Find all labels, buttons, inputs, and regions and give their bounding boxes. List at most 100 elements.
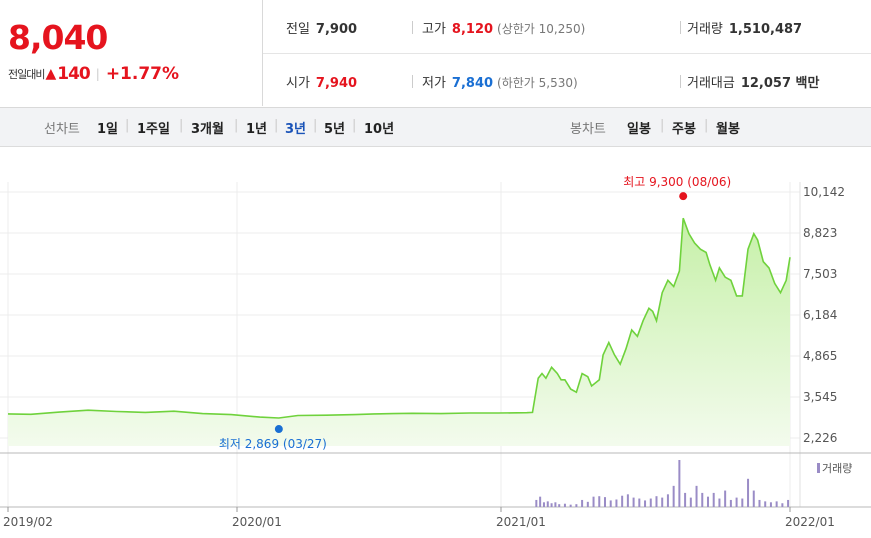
volume-legend-swatch bbox=[817, 463, 820, 473]
volume-bar bbox=[542, 502, 545, 507]
price-box: 8,040 전일대비 ▲ 140 | +1.77% bbox=[0, 0, 263, 106]
high-value: 8,120 bbox=[451, 22, 494, 37]
volume-bar bbox=[672, 485, 675, 507]
prev-close-value: 7,900 bbox=[315, 22, 358, 37]
trade-amount: 거래대금 12,057 백만 bbox=[687, 72, 819, 91]
amount-value: 12,057 백만 bbox=[740, 76, 820, 91]
volume-bar bbox=[539, 496, 542, 507]
volume-bar bbox=[735, 497, 738, 507]
candle-monthly[interactable]: 월봉 bbox=[716, 122, 740, 137]
high-price: 고가 8,120 (상한가 10,250) bbox=[422, 18, 585, 37]
divider bbox=[680, 75, 681, 88]
volume-bar bbox=[724, 490, 727, 507]
volume-bar bbox=[581, 499, 584, 507]
open-label: 시가 bbox=[286, 76, 310, 91]
volume-bar bbox=[626, 494, 629, 507]
volume-bar bbox=[558, 504, 561, 507]
candle-daily[interactable]: 일봉 bbox=[627, 122, 651, 137]
line-chart-label: 선차트 bbox=[44, 122, 80, 137]
y-tick-label: 10,142 bbox=[803, 185, 845, 199]
volume-bar bbox=[689, 497, 692, 507]
volume: 거래량 1,510,487 bbox=[687, 18, 802, 37]
open-price: 시가 7,940 bbox=[286, 72, 357, 91]
volume-bar bbox=[684, 492, 687, 507]
period-3m[interactable]: 3개월 bbox=[191, 122, 224, 137]
volume-bar bbox=[586, 501, 589, 507]
x-tick-label: 2021/01 bbox=[496, 515, 546, 529]
y-tick-label: 2,226 bbox=[803, 431, 837, 445]
volume-bar bbox=[569, 504, 572, 507]
min-point bbox=[274, 425, 283, 434]
current-price: 8,040 bbox=[8, 18, 108, 57]
volume-bar bbox=[598, 496, 601, 507]
volume-bar bbox=[563, 503, 566, 507]
volume-bar bbox=[695, 485, 698, 507]
amount-label: 거래대금 bbox=[687, 76, 735, 91]
volume-bar bbox=[729, 499, 732, 507]
divider: | bbox=[660, 118, 665, 133]
low-label: 저가 bbox=[422, 76, 446, 91]
divider: | bbox=[313, 118, 318, 133]
change-percent: +1.77% bbox=[105, 64, 180, 84]
open-value: 7,940 bbox=[315, 76, 358, 91]
prev-close-label: 전일 bbox=[286, 22, 310, 37]
y-tick-label: 7,503 bbox=[803, 267, 837, 281]
volume-bar bbox=[621, 495, 624, 507]
period-1y[interactable]: 1년 bbox=[246, 122, 268, 137]
y-tick-label: 6,184 bbox=[803, 308, 837, 322]
volume-bar bbox=[554, 502, 557, 507]
volume-label: 거래량 bbox=[687, 22, 723, 37]
min-annotation: 최저 2,869 (03/27) bbox=[219, 437, 327, 451]
change-value: 140 bbox=[57, 64, 90, 84]
volume-bar bbox=[550, 503, 553, 507]
y-tick-label: 4,865 bbox=[803, 349, 837, 363]
stock-summary: 8,040 전일대비 ▲ 140 | +1.77% 전일 7,900 고가 8,12… bbox=[0, 0, 871, 108]
up-arrow-icon: ▲ bbox=[45, 66, 57, 82]
volume-bar bbox=[644, 500, 647, 507]
x-tick-label: 2019/02 bbox=[3, 515, 53, 529]
change-info: 전일대비 ▲ 140 | +1.77% bbox=[8, 64, 179, 84]
volume-bar bbox=[655, 496, 658, 507]
volume-value: 1,510,487 bbox=[728, 22, 803, 37]
high-label: 고가 bbox=[422, 22, 446, 37]
low-price: 저가 7,840 (하한가 5,530) bbox=[422, 72, 578, 91]
volume-legend: 거래량 bbox=[822, 462, 852, 475]
volume-bar bbox=[718, 498, 721, 507]
volume-bar bbox=[632, 497, 635, 507]
volume-bar bbox=[758, 499, 761, 507]
prev-close: 전일 7,900 bbox=[286, 18, 357, 37]
volume-bar bbox=[764, 501, 767, 507]
volume-bar bbox=[661, 497, 664, 507]
volume-bar bbox=[712, 492, 715, 507]
period-5y[interactable]: 5년 bbox=[324, 122, 346, 137]
lower-limit: (하한가 5,530) bbox=[497, 76, 578, 90]
volume-bar bbox=[752, 490, 755, 507]
y-tick-label: 3,545 bbox=[803, 390, 837, 404]
x-tick-label: 2022/01 bbox=[785, 515, 835, 529]
x-tick-label: 2020/01 bbox=[232, 515, 282, 529]
upper-limit: (상한가 10,250) bbox=[497, 22, 586, 36]
period-10y[interactable]: 10년 bbox=[364, 122, 395, 137]
divider bbox=[412, 75, 413, 88]
candle-weekly[interactable]: 주봉 bbox=[672, 122, 696, 137]
volume-bar bbox=[649, 498, 652, 507]
volume-bar bbox=[666, 494, 669, 507]
max-point bbox=[679, 192, 688, 201]
divider bbox=[412, 21, 413, 34]
volume-bar bbox=[787, 499, 790, 507]
volume-bar bbox=[741, 498, 744, 507]
period-3y[interactable]: 3년 bbox=[285, 122, 307, 137]
candle-chart-label: 봉차트 bbox=[570, 122, 606, 137]
divider: | bbox=[274, 118, 279, 133]
low-value: 7,840 bbox=[451, 76, 494, 91]
volume-bar bbox=[781, 503, 784, 507]
volume-bar bbox=[615, 499, 618, 507]
volume-bar bbox=[609, 500, 612, 507]
volume-bar bbox=[769, 502, 772, 507]
period-1d[interactable]: 1일 bbox=[97, 122, 119, 137]
period-1w[interactable]: 1주일 bbox=[137, 122, 170, 137]
divider: | bbox=[234, 118, 239, 133]
volume-bar bbox=[747, 478, 750, 507]
volume-bar bbox=[592, 496, 595, 507]
